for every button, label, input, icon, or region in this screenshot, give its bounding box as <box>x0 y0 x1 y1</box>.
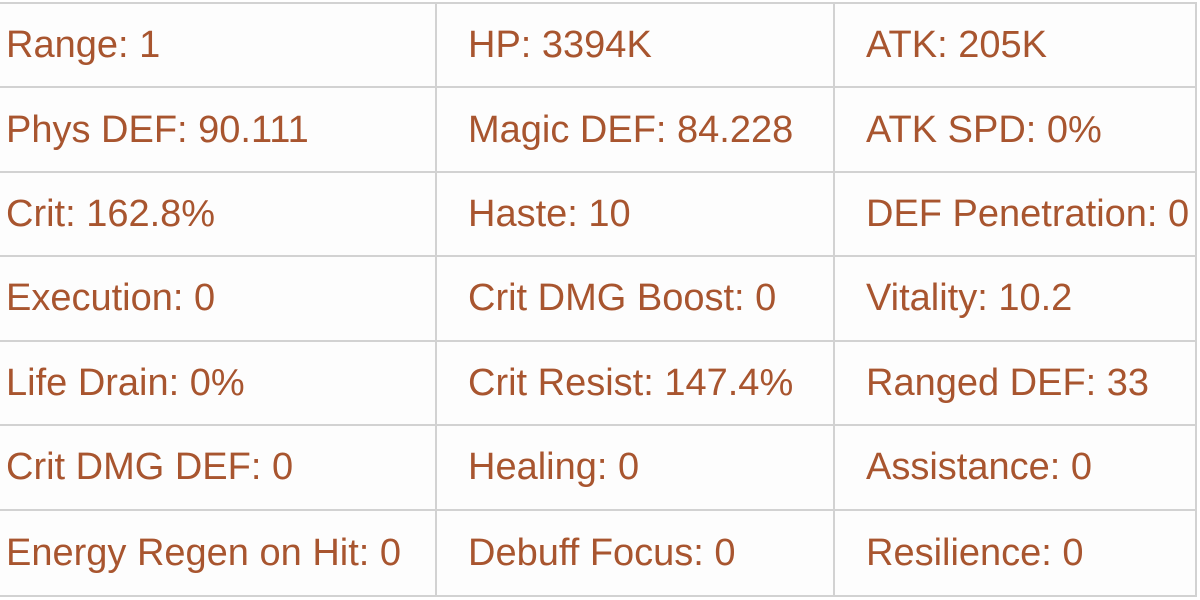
stat-vitality: Vitality: 10.2 <box>835 257 1195 342</box>
stat-debuff-focus: Debuff Focus: 0 <box>437 510 835 595</box>
stat-assistance: Assistance: 0 <box>835 426 1195 511</box>
stat-range: Range: 1 <box>0 4 437 89</box>
stat-phys-def: Phys DEF: 90.111 <box>0 88 437 173</box>
stat-crit-dmg-def: Crit DMG DEF: 0 <box>0 426 437 511</box>
stat-atk: ATK: 205K <box>835 4 1195 89</box>
stat-ranged-def: Ranged DEF: 33 <box>835 342 1195 427</box>
stat-resilience: Resilience: 0 <box>866 531 1084 574</box>
stat-energy-regen-on-hit: Energy Regen on Hit: 0 <box>0 510 437 595</box>
stat-hp: HP: 3394K <box>437 4 835 89</box>
stat-magic-def: Magic DEF: 84.228 <box>437 88 835 173</box>
stat-healing: Healing: 0 <box>437 426 835 511</box>
stat-haste: Haste: 10 <box>437 172 835 258</box>
stat-crit-resist: Crit Resist: 147.4% <box>437 341 835 427</box>
stat-def-penetration: DEF Penetration: 0 <box>835 173 1195 258</box>
stat-atk-spd: ATK SPD: 0% <box>835 88 1195 173</box>
stat-execution: Execution: 0 <box>0 257 437 342</box>
stat-life-drain: Life Drain: 0% <box>0 341 437 427</box>
stat-crit: Crit: 162.8% <box>0 172 437 258</box>
stat-crit-dmg-boost: Crit DMG Boost: 0 <box>437 257 835 342</box>
